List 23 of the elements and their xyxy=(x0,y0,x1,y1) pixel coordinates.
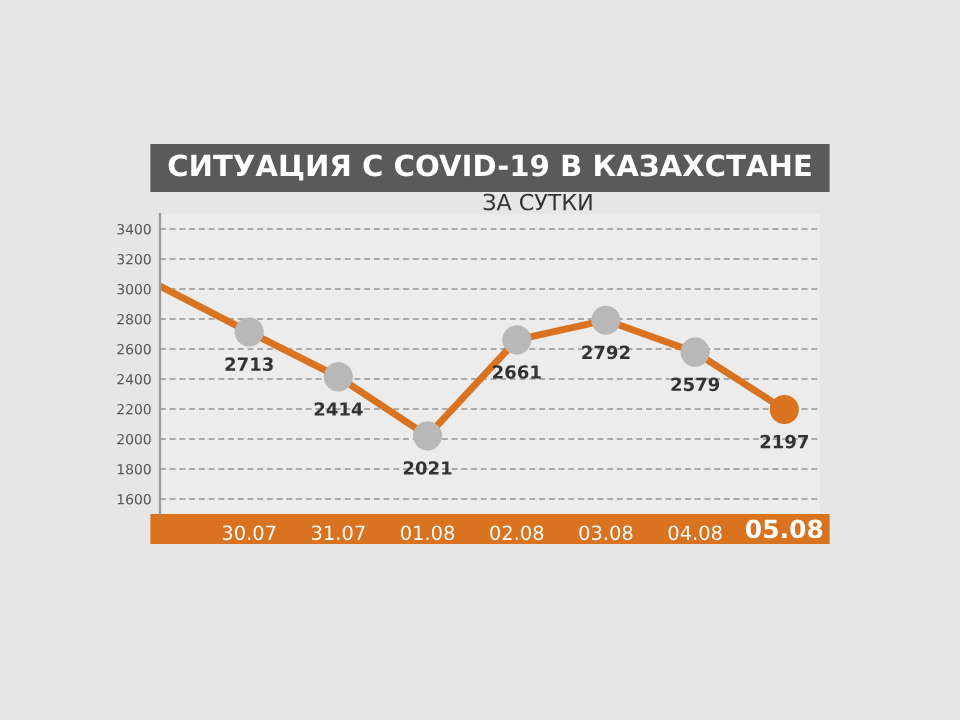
x-tick-label: 02.08 xyxy=(490,525,544,541)
data-label: 2197 xyxy=(760,434,809,449)
point xyxy=(234,317,264,347)
data-label: 2713 xyxy=(225,357,273,372)
point xyxy=(769,394,799,425)
x-tick-label: 31.07 xyxy=(312,525,365,541)
data-label: 2021 xyxy=(403,461,452,475)
x-tick-label: 01.08 xyxy=(401,525,455,541)
point xyxy=(680,337,710,367)
point xyxy=(413,421,443,451)
chart-title: СИТУАЦИЯ С COVID-19 В КАЗАХСТАНЕ xyxy=(168,154,811,181)
data-label: 2661 xyxy=(493,365,541,379)
data-label: 2414 xyxy=(314,402,363,416)
x-tick-label: 03.08 xyxy=(579,525,633,541)
point xyxy=(323,362,353,392)
x-tick-label: 05.08 xyxy=(745,519,823,539)
chart-subtitle: ЗА СУТКИ xyxy=(483,193,592,211)
x-tick-label: 04.08 xyxy=(668,525,722,541)
point xyxy=(502,325,532,355)
data-label: 2579 xyxy=(671,377,720,392)
point xyxy=(591,305,621,335)
x-tick-label: 30.07 xyxy=(222,525,276,541)
data-label: 2792 xyxy=(582,345,630,360)
